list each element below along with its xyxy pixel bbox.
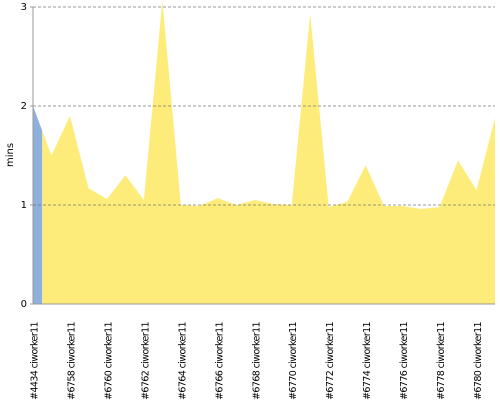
x-tick-label: #6774 ciworker11 <box>362 321 373 399</box>
y-tick-label: 0 <box>21 299 27 310</box>
x-tick-label: #6776 ciworker11 <box>399 321 410 399</box>
y-axis-label: mins <box>5 143 16 167</box>
x-tick-label: #6768 ciworker11 <box>251 321 262 399</box>
x-tick-label: #4434 ciworker11 <box>30 321 41 399</box>
x-tick-label: #6762 ciworker11 <box>140 321 151 399</box>
x-tick-label: #6760 ciworker11 <box>103 321 114 399</box>
x-tick-label: #6758 ciworker11 <box>66 321 77 399</box>
x-tick-label: #6778 ciworker11 <box>436 321 447 399</box>
area <box>42 0 496 304</box>
y-tick-label: 2 <box>21 101 27 112</box>
x-tick-label: #6772 ciworker11 <box>325 321 336 399</box>
y-tick-label: 1 <box>21 200 27 211</box>
x-tick-label: #6780 ciworker11 <box>473 321 484 399</box>
x-tick-label: #6764 ciworker11 <box>177 321 188 399</box>
y-tick-label: 3 <box>21 2 27 13</box>
x-tick-label: #6766 ciworker11 <box>214 321 225 399</box>
area <box>33 106 43 304</box>
x-tick-label: #6770 ciworker11 <box>288 321 299 399</box>
areas <box>33 0 496 304</box>
